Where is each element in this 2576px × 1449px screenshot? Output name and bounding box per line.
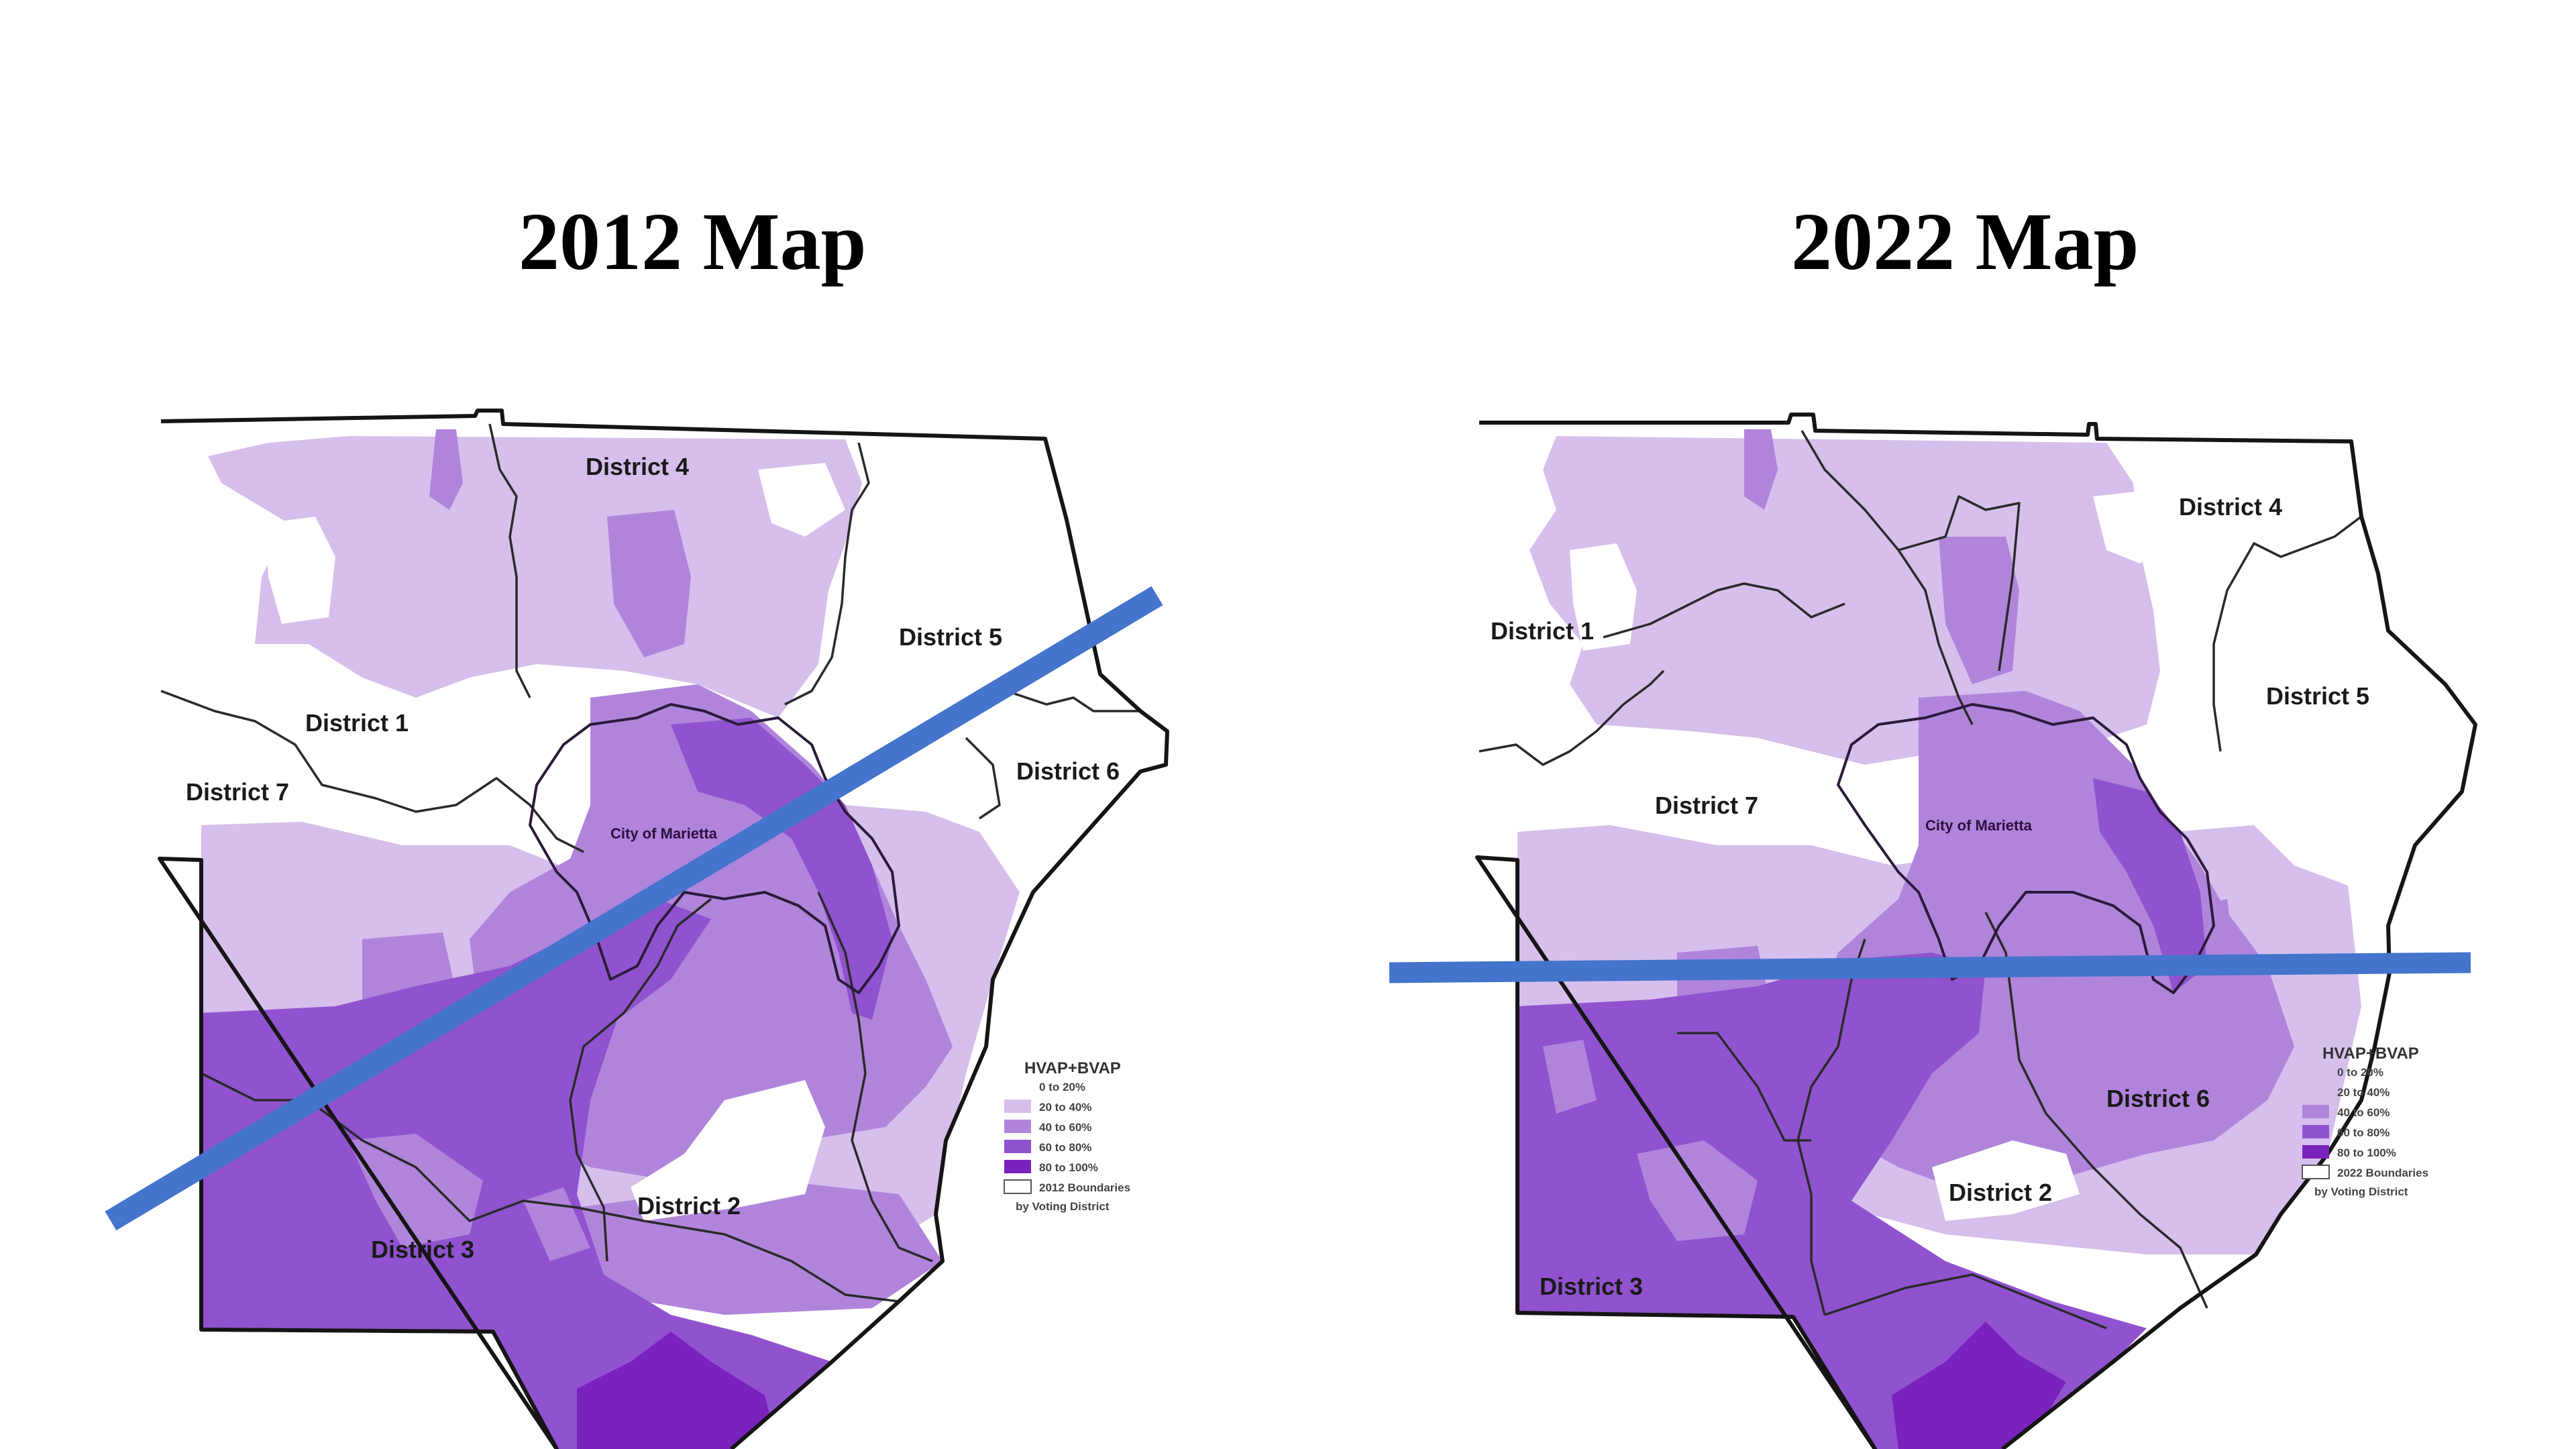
legend-item-80-100: 80 to 100% <box>2337 1146 2396 1159</box>
district-label-2-2022: District 2 <box>1949 1179 2052 1206</box>
legend-title-2012: HVAP+BVAP <box>1024 1059 1121 1077</box>
zone-0-20 <box>758 463 845 537</box>
trend-line-2012 <box>105 586 1163 1231</box>
map-2012: District 4 District 5 District 1 Distric… <box>105 409 1169 1449</box>
district-label-2-2012: District 2 <box>637 1192 741 1220</box>
trend-line-2022 <box>1389 952 2471 983</box>
choropleth-2012 <box>160 411 1167 1449</box>
legend-swatch-40-60 <box>2302 1105 2329 1118</box>
legend-2012: HVAP+BVAP 0 to 20% 20 to 40% 40 to 60% 6… <box>1004 1059 1130 1213</box>
district-label-3-2012: District 3 <box>371 1236 474 1263</box>
legend-item-60-80: 60 to 80% <box>2337 1126 2390 1139</box>
county-outline-2022 <box>1475 413 2477 1449</box>
legend-footer-2022: by Voting District <box>2314 1185 2408 1198</box>
zone-0-20 <box>1570 543 1637 651</box>
district-label-3-2022: District 3 <box>1540 1273 1643 1300</box>
district-label-7-2022: District 7 <box>1655 792 1758 819</box>
zone-40-60 <box>429 429 463 510</box>
zone-20-40 <box>208 436 862 718</box>
zone-80-100 <box>1892 1322 2066 1449</box>
zone-0-20 <box>2093 490 2174 564</box>
county-outline-2012 <box>158 409 1169 1449</box>
zone-0-20 <box>631 1080 825 1221</box>
zone-0-20 <box>1517 745 1851 839</box>
city-label-2022: City of Marietta <box>1925 817 2033 834</box>
legend-item-boundaries: 2012 Boundaries <box>1039 1181 1130 1194</box>
zone-40-60 <box>1939 537 2019 684</box>
legend-item-40-60: 40 to 60% <box>2337 1106 2390 1119</box>
district-label-1-2012: District 1 <box>305 709 409 737</box>
district-label-5-2022: District 5 <box>2266 682 2369 710</box>
district-label-7-2012: District 7 <box>186 778 289 806</box>
district-boundaries-2022 <box>1479 430 2363 1330</box>
legend-swatch-boundaries <box>1004 1179 1032 1194</box>
legend-swatch-80-100 <box>2302 1145 2329 1159</box>
zone-0-20 <box>265 517 335 624</box>
zone-40-60 <box>1744 429 1778 510</box>
legend-swatch-20-40 <box>2302 1085 2329 1098</box>
legend-item-60-80: 60 to 80% <box>1039 1141 1091 1154</box>
district-label-4-2022: District 4 <box>2179 493 2282 521</box>
legend-item-20-40: 20 to 40% <box>2337 1086 2390 1099</box>
legend-2022: HVAP+BVAP 0 to 20% 20 to 40% 40 to 60% 6… <box>2302 1044 2428 1198</box>
zone-60-80 <box>671 718 892 1020</box>
district-label-4-2012: District 4 <box>586 453 689 480</box>
legend-item-0-20: 0 to 20% <box>2337 1066 2383 1079</box>
legend-item-boundaries: 2022 Boundaries <box>2337 1167 2428 1179</box>
district-label-1-2022: District 1 <box>1491 617 1594 645</box>
zone-0-20 <box>1932 1140 2080 1221</box>
legend-swatch-60-80 <box>2302 1125 2329 1138</box>
zone-40-60 <box>1637 1140 1758 1241</box>
legend-item-0-20: 0 to 20% <box>1039 1081 1085 1093</box>
legend-swatch-boundaries <box>2302 1165 2330 1179</box>
map-title-2022: 2022 Map <box>1791 197 2139 287</box>
legend-swatch-80-100 <box>1004 1160 1031 1173</box>
zone-40-60 <box>349 1134 483 1248</box>
legend-item-40-60: 40 to 60% <box>1039 1121 1091 1134</box>
legend-swatch-60-80 <box>1004 1140 1031 1153</box>
zone-40-60 <box>1543 1040 1597 1114</box>
zone-60-80 <box>201 899 832 1449</box>
legend-swatch-20-40 <box>1004 1099 1031 1113</box>
district-label-6-2012: District 6 <box>1016 757 1120 785</box>
legend-item-80-100: 80 to 100% <box>1039 1161 1098 1174</box>
zone-20-40 <box>1529 436 2160 765</box>
district-label-5-2012: District 5 <box>899 623 1002 651</box>
zone-80-100 <box>577 1332 778 1449</box>
district-label-6-2022: District 6 <box>2106 1085 2210 1112</box>
zone-60-80 <box>1517 953 2147 1449</box>
city-label-2012: City of Marietta <box>610 825 718 842</box>
legend-swatch-40-60 <box>1004 1120 1031 1133</box>
zone-40-60 <box>523 1187 590 1261</box>
legend-footer-2012: by Voting District <box>1016 1200 1110 1213</box>
map-2022: District 4 District 1 District 5 Distric… <box>1389 413 2477 1449</box>
map-title-2012: 2012 Map <box>519 197 867 287</box>
legend-title-2022: HVAP+BVAP <box>2322 1044 2419 1063</box>
zone-40-60 <box>607 510 691 657</box>
legend-item-20-40: 20 to 40% <box>1039 1101 1091 1114</box>
